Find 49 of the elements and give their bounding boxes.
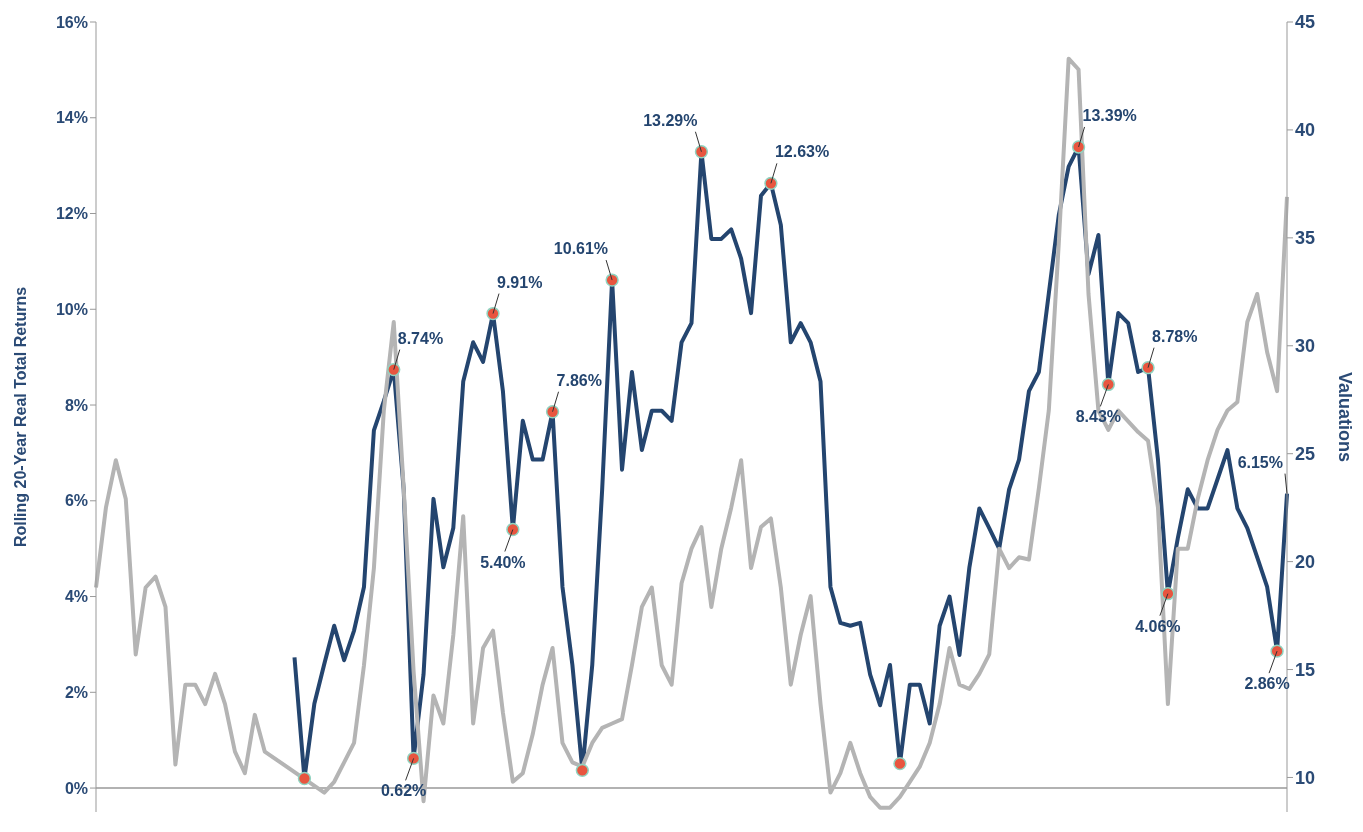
- point: [1101, 377, 1116, 392]
- y-tick-label: 4%: [64, 588, 88, 606]
- point: [486, 306, 500, 321]
- data-label: 9.91%: [497, 273, 543, 291]
- data-label: 12.63%: [774, 143, 830, 161]
- y-axis-title: Rolling 20-Year Real Total Returns: [11, 286, 29, 548]
- data-label: 7.86%: [556, 371, 602, 389]
- y-tick-label: 6%: [64, 492, 88, 510]
- data-label: 8.78%: [1152, 327, 1198, 345]
- point: [764, 176, 778, 191]
- data-label: 13.29%: [643, 111, 698, 129]
- y2-axis-title: Valuations: [1334, 371, 1355, 463]
- y2-tick-label: 40: [1295, 120, 1316, 141]
- data-label: 4.06%: [1135, 617, 1181, 635]
- point: [575, 763, 589, 777]
- data-label: 8.74%: [397, 329, 444, 347]
- point: [506, 522, 520, 537]
- data-label: 10.61%: [553, 240, 609, 258]
- point: [545, 405, 560, 419]
- data-label: 8.43%: [1075, 408, 1122, 426]
- data-label: 13.39%: [1082, 106, 1137, 124]
- y2-tick-label: 20: [1295, 552, 1316, 573]
- y2-tick-label: 15: [1295, 659, 1316, 680]
- y-tick-label: 10%: [55, 300, 88, 318]
- point: [694, 145, 709, 159]
- y2-tick-label: 35: [1295, 228, 1316, 249]
- y-tick-label: 2%: [64, 683, 88, 701]
- y-tick-label: 0%: [64, 779, 88, 797]
- y2-tick-label: 25: [1295, 444, 1316, 465]
- point: [1270, 644, 1284, 658]
- y-tick-label: 12%: [55, 205, 88, 223]
- data-label: 0.62%: [380, 782, 427, 800]
- point: [893, 756, 907, 771]
- y-tick-label: 16%: [55, 13, 88, 31]
- y2-tick-label: 30: [1295, 336, 1316, 357]
- y-tick-label: 8%: [64, 396, 88, 414]
- data-label: 6.15%: [1237, 453, 1283, 471]
- y-tick-label: 14%: [55, 109, 88, 127]
- point: [605, 273, 619, 287]
- data-label: 5.40%: [480, 553, 526, 571]
- point: [1071, 140, 1086, 154]
- point: [1161, 587, 1175, 601]
- point: [406, 751, 421, 766]
- data-label: 2.86%: [1244, 675, 1290, 693]
- y2-tick-label: 45: [1295, 12, 1316, 33]
- point: [1141, 361, 1155, 375]
- point: [387, 362, 401, 377]
- point: [297, 771, 312, 786]
- y2-tick-label: 10: [1295, 767, 1316, 788]
